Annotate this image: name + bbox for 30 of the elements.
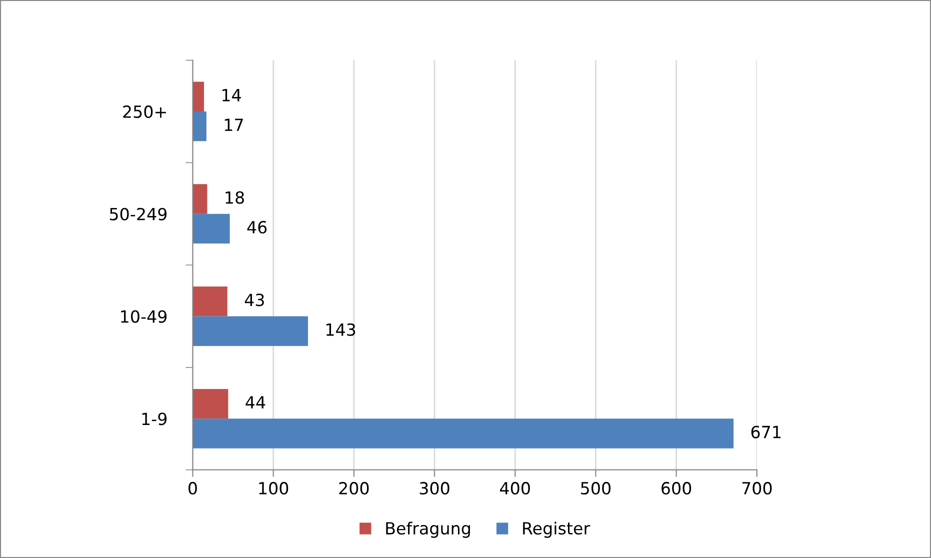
data-label: 44 <box>246 396 266 408</box>
data-label: 143 <box>326 323 356 336</box>
bar <box>192 111 206 142</box>
x-tick-label: 700 <box>742 482 772 495</box>
bar <box>192 286 228 316</box>
data-label: 43 <box>244 294 264 306</box>
data-label: 46 <box>247 220 267 234</box>
y-tick-label: 1-9 <box>142 412 167 426</box>
bar <box>192 82 204 112</box>
y-tick-label: 50-249 <box>110 208 167 220</box>
data-label: 18 <box>226 191 244 204</box>
bar <box>192 388 228 419</box>
x-tick-label: 500 <box>581 482 611 495</box>
x-tick-label: 400 <box>500 482 530 495</box>
y-tick-label: 10-49 <box>121 310 167 323</box>
bar <box>192 316 308 346</box>
x-tick-label: 600 <box>662 482 692 495</box>
x-tick-label: 200 <box>339 482 369 495</box>
x-tick-label: 100 <box>259 482 288 495</box>
data-label: 14 <box>222 89 241 102</box>
x-tick-label: 0 <box>188 482 197 495</box>
bar <box>192 418 734 448</box>
data-label: 17 <box>224 118 243 131</box>
legend-label: Register <box>523 522 590 538</box>
bar <box>192 214 230 244</box>
x-tick-label: 300 <box>420 482 450 495</box>
y-tick-label: 250+ <box>123 105 166 118</box>
data-label: 671 <box>751 426 780 438</box>
legend-label: Befragung <box>386 522 470 538</box>
bar <box>192 184 208 214</box>
